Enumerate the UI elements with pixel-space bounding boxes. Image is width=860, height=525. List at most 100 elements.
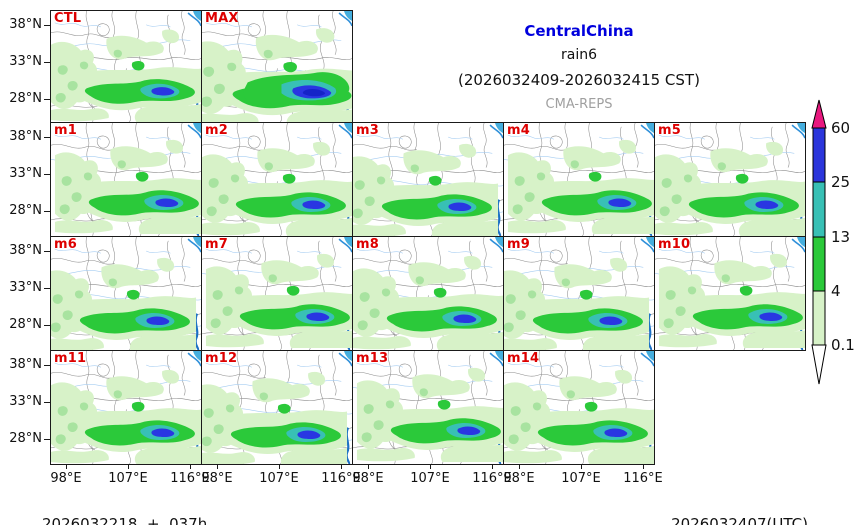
panel-m3: m3: [352, 122, 504, 237]
map-m8: [353, 237, 503, 350]
footer-valid-line1: 2026032407(UTC): [671, 515, 808, 525]
colorbar-label-0.1: 0.1: [831, 336, 855, 354]
y-tick-mark: [44, 439, 50, 441]
panel-m8: m8: [352, 236, 504, 351]
precip-art: [202, 371, 348, 464]
panel-m9: m9: [503, 236, 655, 351]
y-tick-mark: [44, 288, 50, 290]
map-m11: [51, 351, 201, 464]
panel-m13: m13: [352, 350, 504, 465]
panel-label: CTL: [54, 11, 82, 26]
map-m10: [655, 237, 805, 350]
panel-m11: m11: [50, 350, 202, 465]
panel-label: m9: [507, 237, 530, 252]
x-axis-label: 98°E: [50, 471, 82, 486]
title-model: CMA-REPS: [545, 97, 613, 112]
y-tick-mark: [44, 365, 50, 367]
y-axis-label: 28°N: [9, 91, 42, 106]
colorbar-segment-4-13: [812, 236, 826, 292]
x-axis-label: 98°E: [201, 471, 233, 486]
x-tick-mark: [66, 464, 68, 469]
y-axis-label: 33°N: [9, 54, 42, 69]
map-CTL: [51, 11, 201, 122]
precip-art: [202, 141, 352, 236]
map-m1: [51, 123, 201, 236]
panel-label: m6: [54, 237, 77, 252]
y-axis-label: 33°N: [9, 280, 42, 295]
panel-MAX: MAX: [201, 10, 353, 123]
precip-art: [507, 139, 654, 234]
colorbar-label-4: 4: [831, 282, 841, 300]
map-m2: [202, 123, 352, 236]
map-MAX: [202, 11, 352, 122]
precip-art: [353, 255, 503, 350]
map-m4: [504, 123, 654, 236]
panel-label: m10: [658, 237, 691, 252]
panel-label: m7: [205, 237, 228, 252]
panel-label: m3: [356, 123, 379, 138]
x-tick-mark: [519, 464, 521, 469]
precip-art: [54, 139, 201, 234]
colorbar-label-60: 60: [831, 119, 851, 137]
panel-label: m14: [507, 351, 540, 366]
title-region: CentralChina: [524, 22, 634, 40]
panel-m2: m2: [201, 122, 353, 237]
precip-art: [655, 141, 805, 236]
panel-label: m13: [356, 351, 389, 366]
precip-art: [356, 367, 503, 462]
panel-label: m4: [507, 123, 530, 138]
y-tick-mark: [44, 325, 50, 327]
y-axis-label: 38°N: [9, 243, 42, 258]
x-axis-label: 116°E: [170, 471, 210, 486]
x-axis-label: 107°E: [410, 471, 450, 486]
x-tick-mark: [368, 464, 370, 469]
panel-label: MAX: [205, 11, 239, 26]
panel-m7: m7: [201, 236, 353, 351]
y-tick-mark: [44, 402, 50, 404]
x-tick-mark: [341, 464, 343, 469]
map-m3: [353, 123, 503, 236]
x-tick-mark: [581, 464, 583, 469]
x-tick-mark: [492, 464, 494, 469]
title-variable: rain6: [560, 47, 597, 63]
map-m13: [353, 351, 503, 464]
panel-label: m1: [54, 123, 77, 138]
panel-m6: m6: [50, 236, 202, 351]
panel-m1: m1: [50, 122, 202, 237]
colorbar-under-arrow: [811, 344, 827, 385]
colorbar: [811, 99, 827, 385]
precip-art: [504, 257, 650, 350]
y-axis-label: 28°N: [9, 317, 42, 332]
y-tick-mark: [44, 211, 50, 213]
precip-art: [51, 257, 197, 350]
x-axis-label: 107°E: [561, 471, 601, 486]
y-tick-mark: [44, 174, 50, 176]
x-tick-mark: [128, 464, 130, 469]
map-m7: [202, 237, 352, 350]
x-tick-mark: [643, 464, 645, 469]
panel-label: m8: [356, 237, 379, 252]
x-tick-mark: [217, 464, 219, 469]
y-axis-label: 33°N: [9, 394, 42, 409]
panel-CTL: CTL: [50, 10, 202, 123]
precip-art: [205, 253, 352, 348]
map-m12: [202, 351, 352, 464]
y-tick-mark: [44, 25, 50, 27]
map-m14: [504, 351, 654, 464]
x-tick-mark: [190, 464, 192, 469]
precip-art: [51, 29, 201, 122]
footer-init-line1: 2026032218 + 037h: [42, 515, 208, 525]
colorbar-segment-25-60: [812, 127, 826, 183]
colorbar-over-arrow: [811, 99, 827, 129]
y-tick-mark: [44, 62, 50, 64]
y-axis-label: 38°N: [9, 17, 42, 32]
y-tick-mark: [44, 137, 50, 139]
panel-m4: m4: [503, 122, 655, 237]
y-axis-label: 38°N: [9, 357, 42, 372]
footer-valid-times: 2026032407(UTC) 2026032415(CST): [671, 483, 808, 525]
y-axis-label: 33°N: [9, 166, 42, 181]
precip-art: [504, 369, 654, 464]
x-tick-mark: [279, 464, 281, 469]
x-axis-label: 107°E: [108, 471, 148, 486]
